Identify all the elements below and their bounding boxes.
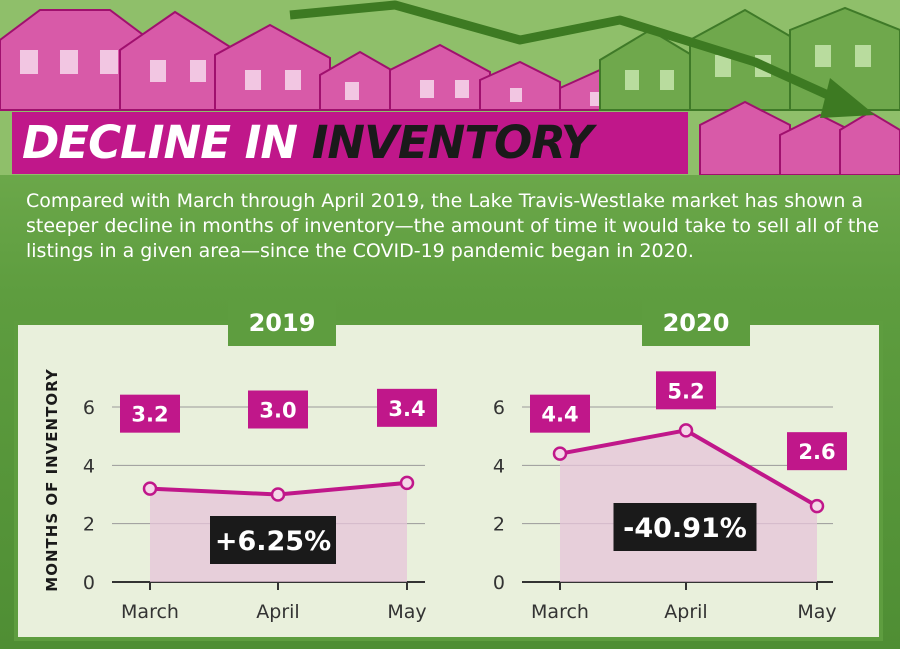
chart-2020-y-tick-label: 4 [493,455,505,477]
chart-2019-data-point [142,481,158,496]
chart-2020-data-label: 5.2 [667,379,704,403]
chart-2019-data-label-box [248,390,308,429]
chart-2020-data-label: 2.6 [798,440,835,464]
chart-2019-data-label-box [377,388,437,427]
chart-2020-x-tick-label: April [664,601,707,623]
chart-2019-x-tick-label: March [121,601,179,623]
chart-2020-data-label: 4.4 [541,403,578,427]
chart-2019-data-label: 3.0 [259,399,296,423]
chart-title-2020: 2020 [642,300,750,346]
chart-2020-x-tick-label: May [797,601,836,623]
chart-2020-data-label-box [530,394,590,433]
chart-2019-data-label: 3.4 [388,397,425,421]
chart-title-2019: 2019 [228,300,336,346]
chart-2020-change-box [613,503,757,551]
chart-2020-x-tick-label: March [531,601,589,623]
title-band [12,112,688,174]
chart-2019-data-point [399,475,415,491]
chart-2019-data-label: 3.2 [131,403,168,427]
chart-2020-data-label-box [787,432,847,471]
chart-2020-y-tick-label: 6 [493,397,505,419]
chart-2020-y-tick-label: 0 [493,572,505,594]
chart-2019-change-box [210,516,336,564]
chart-2019-data-label-box [120,394,180,433]
chart-2020-data-point [809,498,825,514]
title-part-2: INVENTORY [311,116,594,169]
chart-2019-y-tick-label: 0 [83,572,95,594]
chart-2019-data-point [270,487,286,502]
intro-text: Compared with March through April 2019, … [26,190,880,262]
chart-2019-y-tick-label: 4 [83,455,95,477]
chart-2019-y-tick-label: 6 [83,397,95,419]
page-title: DECLINE IN INVENTORY [22,113,594,173]
chart-2019-y-tick-label: 2 [83,514,95,536]
chart-2020-data-label-box [656,371,716,410]
chart-2020-data-point [552,446,568,461]
chart-2020-y-tick-label: 2 [493,514,505,536]
houses-illustration [0,0,900,175]
chart-2020-change-label: -40.91% [623,513,747,544]
chart-2020-data-point [678,423,694,438]
title-part-1: DECLINE IN [22,116,298,169]
chart-2019-x-tick-label: April [256,601,299,623]
chart-2019-change-label: +6.25% [215,526,331,557]
chart-2019-x-tick-label: May [387,601,426,623]
